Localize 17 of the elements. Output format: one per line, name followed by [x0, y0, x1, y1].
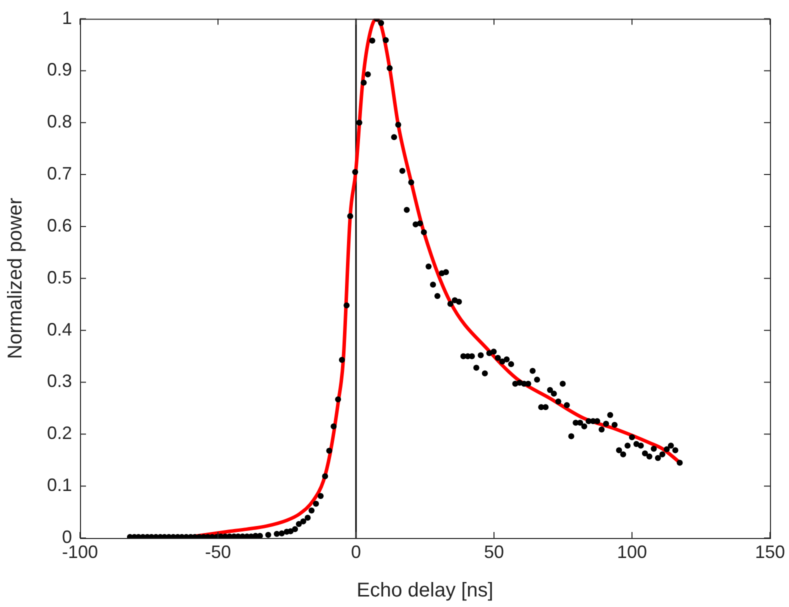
- x-tick-label: 50: [484, 542, 504, 562]
- y-tick-label: 0.6: [46, 215, 72, 236]
- y-tick-label: 0.7: [46, 164, 72, 184]
- x-axis-title: Echo delay [ns]: [356, 580, 494, 602]
- y-tick-label: 0.3: [46, 371, 72, 392]
- y-tick-label: 0.9: [46, 60, 72, 80]
- y-tick-label: 0.1: [46, 475, 72, 496]
- x-tick-label: 0: [350, 542, 361, 562]
- x-tick-label: 150: [754, 542, 786, 562]
- y-tick-label: 0.5: [46, 267, 72, 288]
- y-axis-title: Normalized power: [4, 197, 27, 359]
- y-tick-label: 0.8: [46, 112, 72, 132]
- y-tick-label: 0.4: [46, 319, 72, 340]
- y-tick-label: 0.2: [46, 423, 72, 444]
- x-tick-label: -50: [204, 542, 232, 562]
- y-tick-label: 1: [62, 8, 72, 28]
- x-tick-label: 100: [616, 542, 648, 562]
